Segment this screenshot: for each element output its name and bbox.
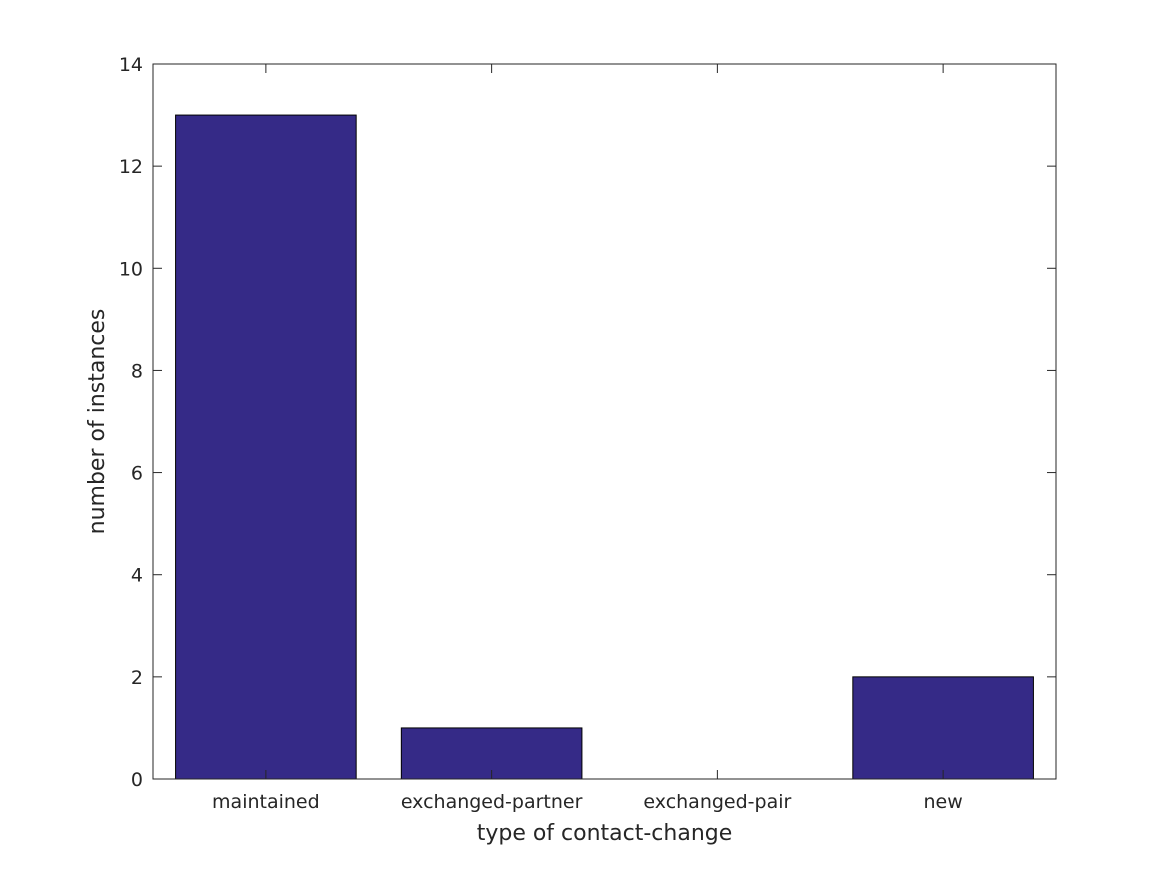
y-tick-label-0: 0 — [131, 769, 143, 791]
y-tick-label-2: 2 — [131, 667, 143, 689]
y-axis-label: number of instances — [85, 309, 110, 535]
plot-area-frame — [152, 63, 1057, 780]
bar-maintained — [175, 114, 357, 780]
x-tick-label-exchanged-partner: exchanged-partner — [401, 791, 583, 813]
x-tick-label-maintained: maintained — [212, 791, 320, 813]
y-tick-label-6: 6 — [131, 463, 143, 485]
bar-new — [852, 676, 1034, 780]
axes-layer — [152, 63, 1057, 780]
y-tick-label-12: 12 — [119, 156, 143, 178]
y-tick-label-4: 4 — [131, 565, 143, 587]
y-tick-label-14: 14 — [119, 54, 143, 76]
bars-layer — [175, 114, 1034, 780]
x-axis-ticks: maintained exchanged-partner exchanged-pai… — [212, 64, 963, 813]
y-tick-label-8: 8 — [131, 360, 143, 382]
y-axis-ticks: 0 2 4 6 8 10 12 14 — [119, 54, 1056, 791]
x-tick-label-new: new — [923, 791, 962, 813]
y-tick-label-10: 10 — [119, 258, 143, 280]
x-axis-label: type of contact-change — [477, 821, 733, 846]
x-tick-label-exchanged-pair: exchanged-pair — [643, 791, 791, 813]
